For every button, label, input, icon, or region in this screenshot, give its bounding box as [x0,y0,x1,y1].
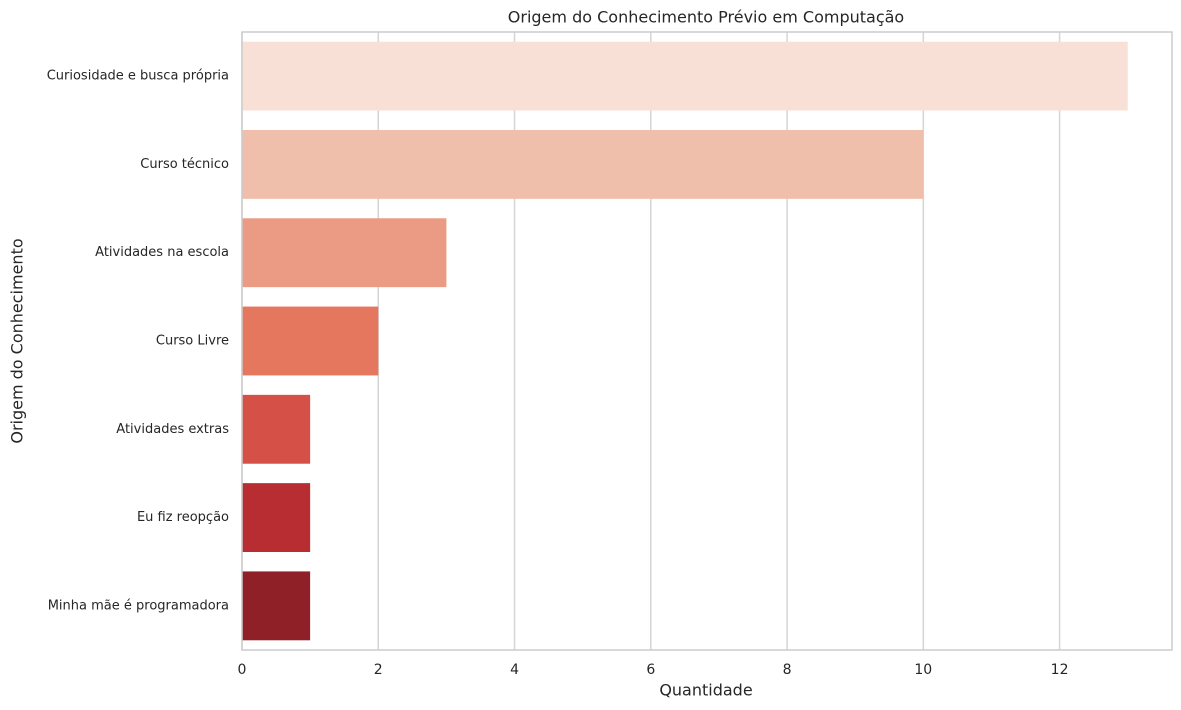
y-tick-label: Atividades na escola [95,245,229,260]
bar [242,394,311,464]
y-tick-label: Curso técnico [140,157,229,172]
y-tick-label: Eu fiz reopção [137,510,229,525]
x-tick-label: 12 [1051,662,1069,678]
bar [242,41,1128,111]
y-axis-label: Origem do Conhecimento [8,238,27,443]
bar [242,218,447,288]
bar [242,571,311,641]
bar [242,483,311,553]
x-tick-label: 2 [374,662,383,678]
plot-frame [241,31,1173,651]
y-tick-label: Atividades extras [116,422,229,437]
x-axis-label: Quantidade [659,681,752,700]
x-tick-label: 0 [238,662,247,678]
x-tick-label: 8 [783,662,792,678]
x-tick-label: 10 [914,662,932,678]
y-tick-label: Minha mãe é programadora [48,598,229,613]
x-tick-label: 4 [510,662,519,678]
y-tick-label: Curiosidade e busca própria [47,69,229,84]
bar [242,306,379,376]
x-tick-label: 6 [646,662,655,678]
bar [242,129,924,199]
chart-title: Origem do Conhecimento Prévio em Computa… [508,8,904,27]
y-tick-label: Curso Livre [156,334,229,349]
